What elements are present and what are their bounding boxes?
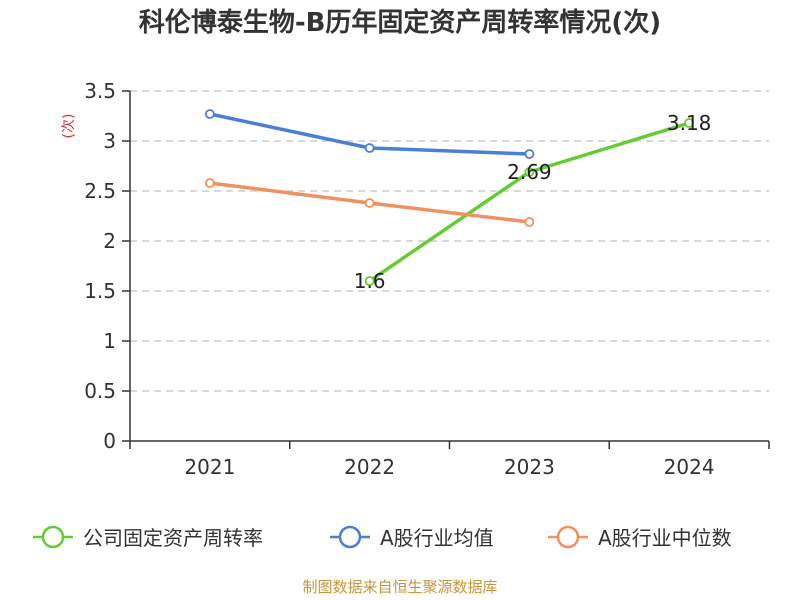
source-note: 制图数据来自恒生聚源数据库 bbox=[302, 578, 497, 596]
x-tick-label: 2021 bbox=[184, 455, 235, 479]
y-tick-label: 1 bbox=[103, 329, 116, 353]
axes: 0 0.5 1 1.5 2 2.5 3 3.5 2021 2022 2023 2024 bbox=[84, 79, 770, 479]
x-tick-label: 2022 bbox=[344, 455, 395, 479]
series-line bbox=[367, 121, 691, 283]
legend-marker bbox=[338, 525, 362, 549]
data-point bbox=[364, 276, 375, 286]
data-point bbox=[684, 118, 695, 128]
data-point bbox=[364, 143, 375, 153]
legend-label: A股行业均值 bbox=[380, 526, 494, 550]
data-label: 1.6 bbox=[354, 269, 386, 293]
y-tick-label: 0.5 bbox=[84, 379, 116, 403]
y-tick-label: 3 bbox=[103, 129, 116, 153]
y-tick-label: 3.5 bbox=[84, 79, 116, 103]
series-lines bbox=[204, 109, 695, 286]
legend-marker bbox=[556, 525, 580, 549]
y-tick-label: 2.5 bbox=[84, 179, 116, 203]
data-labels: 1.6 2.69 3.18 bbox=[354, 111, 712, 293]
data-point bbox=[204, 178, 215, 188]
chart-title: 科伦博泰生物-B历年固定资产周转率情况(次) bbox=[139, 7, 661, 38]
legend-label: 公司固定资产周转率 bbox=[83, 526, 263, 550]
x-tick-label: 2024 bbox=[664, 455, 715, 479]
data-label: 3.18 bbox=[667, 111, 712, 135]
y-tick-label: 1.5 bbox=[84, 279, 116, 303]
y-tick-label: 2 bbox=[103, 229, 116, 253]
data-point bbox=[524, 217, 535, 227]
data-point bbox=[204, 109, 215, 119]
data-point bbox=[524, 149, 535, 159]
legend: 公司固定资产周转率 A股行业均值 A股行业中位数 bbox=[33, 525, 732, 550]
y-tick-label: 0 bbox=[103, 429, 116, 453]
legend-label: A股行业中位数 bbox=[598, 526, 732, 550]
y-axis-unit-label: (次) bbox=[61, 114, 77, 139]
data-point bbox=[524, 167, 535, 177]
x-tick-label: 2023 bbox=[504, 455, 555, 479]
data-label: 2.69 bbox=[507, 160, 552, 184]
legend-marker bbox=[41, 525, 65, 549]
data-point bbox=[364, 198, 375, 208]
grid-lines bbox=[130, 90, 769, 392]
